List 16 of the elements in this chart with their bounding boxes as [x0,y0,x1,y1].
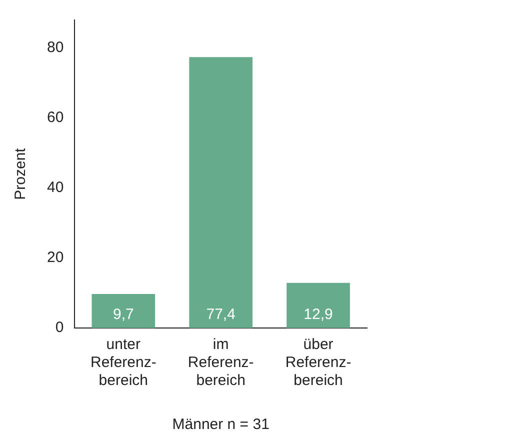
y-axis-title: Prozent [12,147,30,200]
x-tick-label: im Referenz- bereich [188,336,254,390]
y-tick-label: 80 [46,39,64,56]
y-tick-label: 20 [46,249,64,266]
bar [92,294,156,328]
data-label: 9,7 [112,306,134,324]
bar [189,57,253,328]
y-tick-label: 40 [46,179,64,196]
data-label: 12,9 [304,306,333,324]
y-tick-label: 60 [46,109,64,126]
data-label: 77,4 [206,306,236,324]
bar [286,282,350,328]
x-axis-title: Männer n = 31 [172,416,270,434]
x-tick-label: unter Referenz- bereich [90,336,156,390]
x-tick-label: über Referenz- bereich [285,336,352,390]
y-tick-label: 0 [55,319,64,336]
